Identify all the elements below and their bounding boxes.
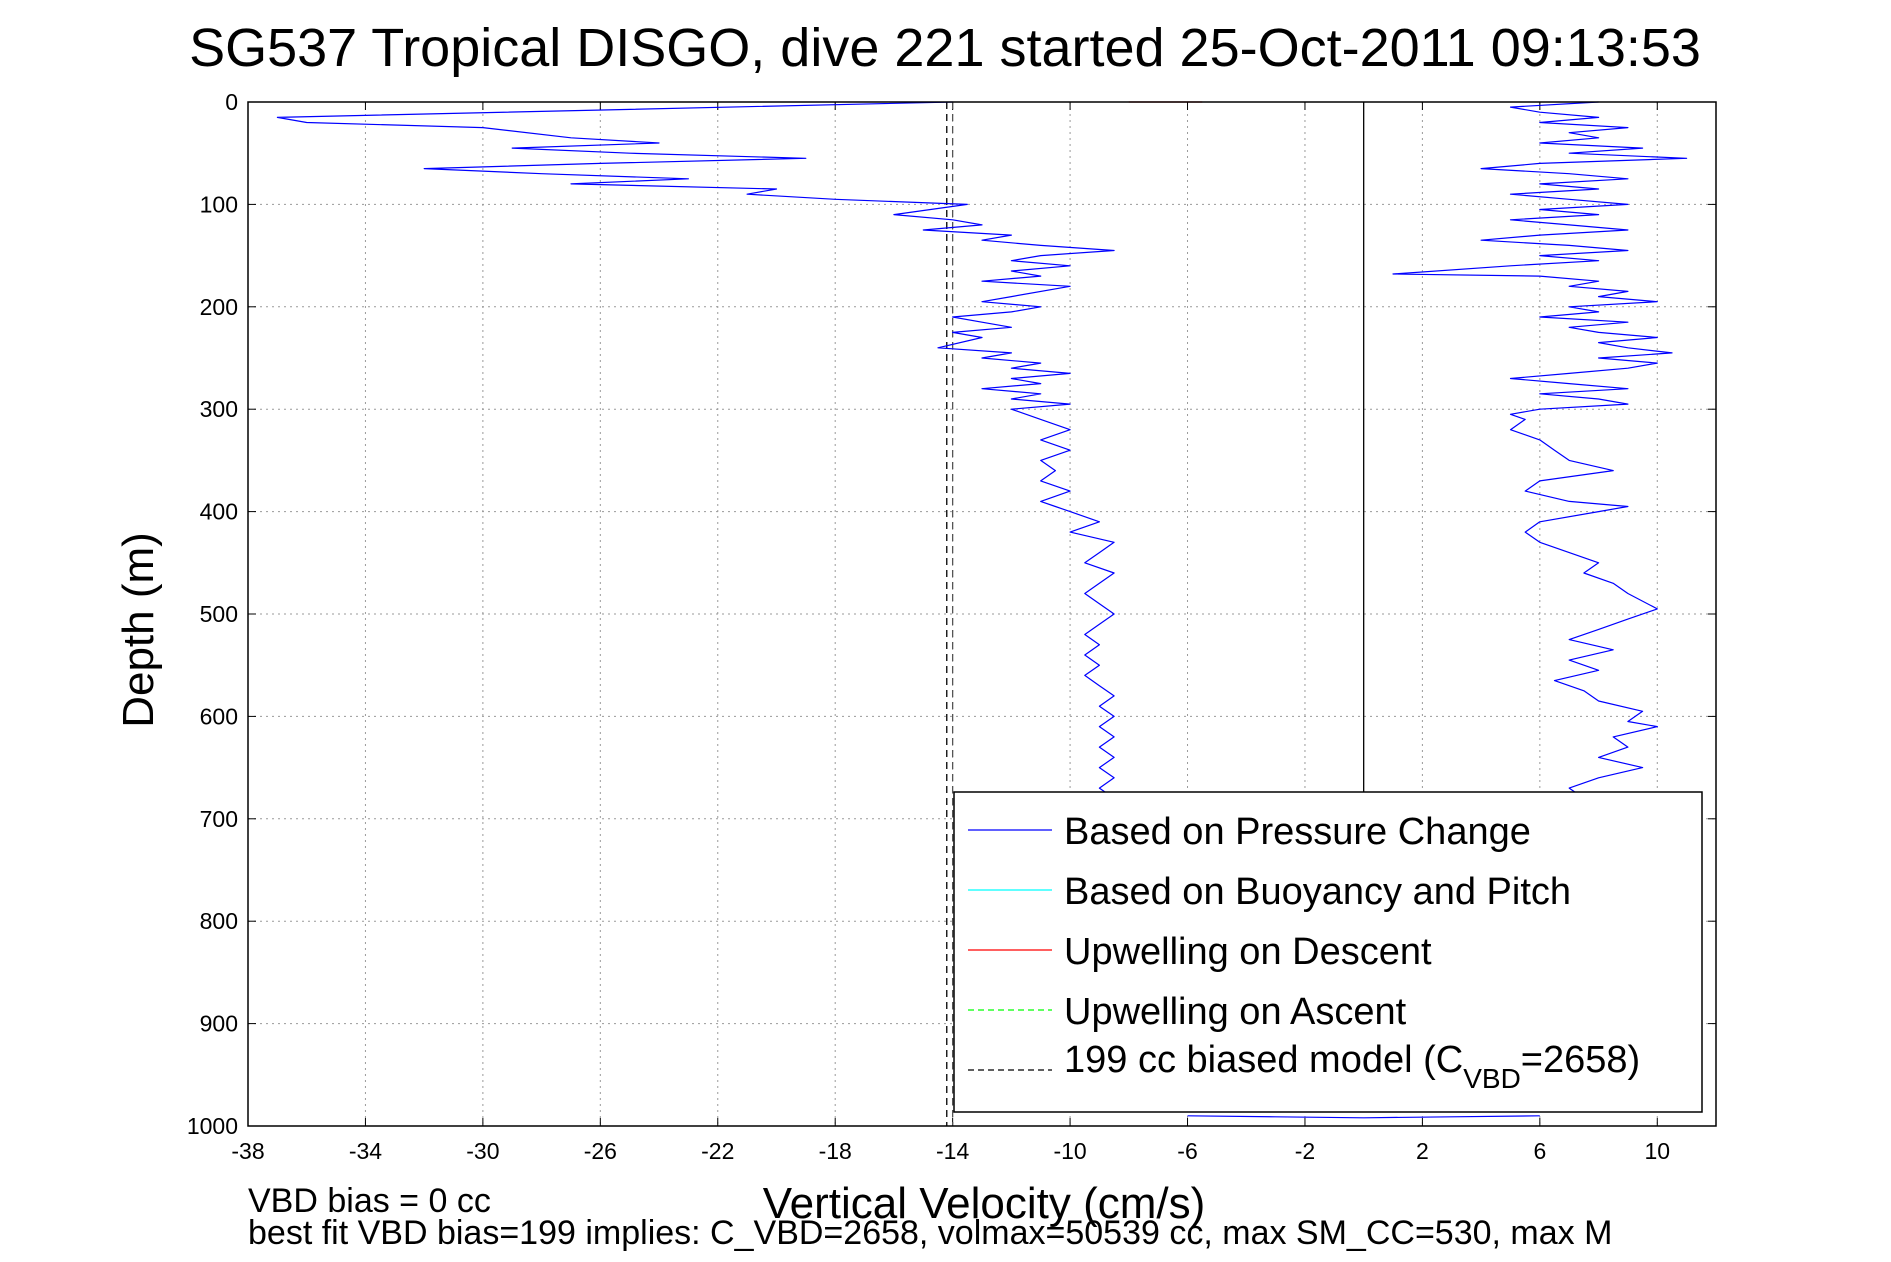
- legend-label-upwelling-ascent: Upwelling on Ascent: [1064, 991, 1407, 1033]
- x-tick-label: -38: [231, 1138, 264, 1164]
- x-tick-label: 6: [1533, 1138, 1546, 1164]
- x-tick-label: 2: [1416, 1138, 1429, 1164]
- y-tick-label: 300: [200, 396, 238, 422]
- x-tick-label: -34: [349, 1138, 382, 1164]
- legend-label-buoyancy: Based on Buoyancy and Pitch: [1064, 871, 1571, 913]
- y-tick-label: 800: [200, 908, 238, 934]
- y-tick-label: 500: [200, 601, 238, 627]
- footer-best-fit: best fit VBD bias=199 implies: C_VBD=265…: [248, 1214, 1612, 1252]
- series-line-3: [1187, 1115, 1540, 1119]
- y-tick-label: 0: [225, 89, 238, 115]
- series-line-0: [276, 101, 1115, 799]
- x-axis-label: Vertical Velocity (cm/s): [763, 1179, 1206, 1228]
- legend-label-biased-main: 199 cc biased model (C: [1064, 1039, 1463, 1081]
- y-tick-label: 1000: [187, 1113, 238, 1139]
- y-tick-label: 600: [200, 703, 238, 729]
- x-tick-label: -2: [1295, 1138, 1315, 1164]
- y-tick-label: 100: [200, 191, 238, 217]
- y-tick-label: 900: [200, 1011, 238, 1037]
- x-tick-label: 10: [1644, 1138, 1670, 1164]
- y-axis-label: Depth (m): [114, 532, 163, 728]
- x-tick-label: -30: [466, 1138, 499, 1164]
- x-tick-label: -10: [1053, 1138, 1086, 1164]
- legend-label-pressure: Based on Pressure Change: [1064, 811, 1531, 853]
- legend-label-biased-model: 199 cc biased model (CVBD=2658): [1064, 1039, 1640, 1094]
- series-line-1: [1392, 101, 1688, 810]
- x-tick-label: -14: [936, 1138, 969, 1164]
- legend: Based on Pressure Change Based on Buoyan…: [953, 791, 1703, 1113]
- x-tick-label: -22: [701, 1138, 734, 1164]
- y-tick-label: 700: [200, 806, 238, 832]
- legend-label-upwelling-descent: Upwelling on Descent: [1064, 931, 1432, 973]
- x-tick-label: -6: [1177, 1138, 1197, 1164]
- chart-title: SG537 Tropical DISGO, dive 221 started 2…: [189, 18, 1701, 78]
- footer-vbd-bias: VBD bias = 0 cc: [248, 1182, 491, 1220]
- legend-label-biased-end: =2658): [1521, 1039, 1640, 1081]
- y-tick-label: 200: [200, 294, 238, 320]
- plot-frame: [247, 101, 1717, 1127]
- legend-label-biased-sub: VBD: [1463, 1063, 1521, 1094]
- tick-labels: -38 -34 -30 -26 -22 -18 -14 -10 -6 -2 2 6 1001002003…: [187, 89, 1670, 1164]
- x-tick-label: -18: [819, 1138, 852, 1164]
- y-tick-label: 400: [200, 499, 238, 525]
- legend-box: [953, 791, 1703, 1113]
- series-lines: [276, 101, 1688, 1126]
- x-tick-label: -26: [584, 1138, 617, 1164]
